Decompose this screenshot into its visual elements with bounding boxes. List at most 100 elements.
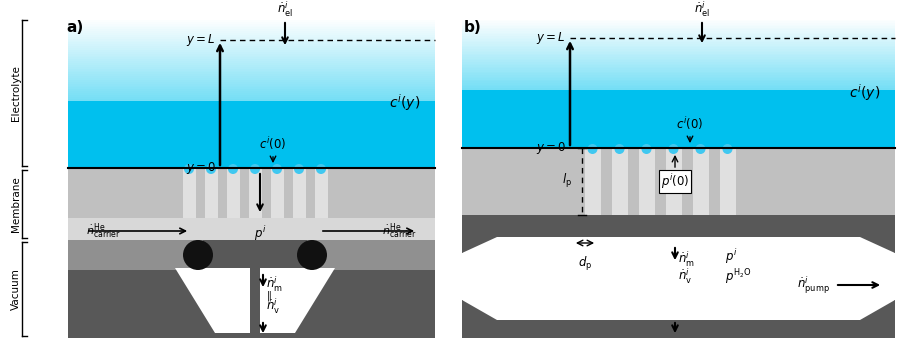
Bar <box>462 145 895 147</box>
Bar <box>462 130 895 132</box>
Bar <box>271 168 283 218</box>
Polygon shape <box>175 268 250 333</box>
Bar <box>68 166 435 169</box>
Bar <box>68 138 435 140</box>
Bar <box>462 112 895 115</box>
Bar <box>584 148 601 215</box>
Bar <box>68 91 435 93</box>
Bar <box>462 60 895 62</box>
Bar <box>68 29 435 31</box>
Text: Electrolyte: Electrolyte <box>11 65 21 121</box>
Bar <box>68 80 435 82</box>
Bar <box>462 96 895 98</box>
Bar <box>462 148 537 215</box>
Bar <box>68 31 435 34</box>
Bar <box>68 151 435 154</box>
Bar <box>462 148 895 215</box>
Bar <box>68 119 435 122</box>
Bar <box>68 27 435 30</box>
Bar <box>68 106 435 109</box>
Bar <box>462 62 895 64</box>
Bar <box>462 127 895 129</box>
Text: Vacuum: Vacuum <box>11 268 21 310</box>
Bar <box>462 42 895 45</box>
Bar <box>68 52 435 54</box>
Bar <box>462 132 895 134</box>
Bar <box>68 33 435 35</box>
Bar <box>68 164 435 167</box>
Bar <box>68 50 435 52</box>
Text: $\dot{n}_{\rm m}^i$: $\dot{n}_{\rm m}^i$ <box>266 275 283 294</box>
Text: $y=0$: $y=0$ <box>536 140 566 156</box>
Bar <box>720 148 735 215</box>
Bar <box>68 117 435 120</box>
Bar <box>462 72 895 74</box>
Bar <box>462 83 895 85</box>
Circle shape <box>723 144 732 154</box>
Bar <box>462 90 895 92</box>
Bar <box>462 65 895 67</box>
Bar <box>68 218 435 240</box>
Bar <box>68 136 435 138</box>
Text: $\dot{n}_{\rm m}^i$: $\dot{n}_{\rm m}^i$ <box>678 250 695 270</box>
Bar <box>68 93 435 95</box>
Bar <box>517 237 840 320</box>
Bar <box>68 133 435 135</box>
Circle shape <box>695 144 705 154</box>
Bar <box>68 158 435 161</box>
Bar <box>462 138 895 140</box>
Bar <box>68 125 435 127</box>
Bar <box>462 31 895 33</box>
Bar <box>462 47 895 49</box>
Bar <box>68 97 435 99</box>
Circle shape <box>294 164 304 174</box>
Bar <box>462 64 895 66</box>
Circle shape <box>316 164 326 174</box>
Circle shape <box>250 164 260 174</box>
Bar <box>68 54 435 56</box>
Bar <box>462 124 895 126</box>
Bar <box>462 26 895 28</box>
Text: $c^i(y)$: $c^i(y)$ <box>389 92 420 113</box>
Circle shape <box>228 164 238 174</box>
Text: $\dot{n}_{\rm el}^i$: $\dot{n}_{\rm el}^i$ <box>694 0 710 19</box>
Bar <box>68 85 435 88</box>
Bar <box>68 18 435 20</box>
Polygon shape <box>462 237 517 320</box>
Bar <box>68 112 435 114</box>
Bar <box>68 72 435 75</box>
Text: $c^i(y)$: $c^i(y)$ <box>849 83 880 103</box>
Bar <box>693 148 708 215</box>
Bar <box>68 130 435 133</box>
Bar <box>68 155 435 157</box>
Bar <box>462 128 895 131</box>
Text: $d_{\rm p}$: $d_{\rm p}$ <box>578 255 592 273</box>
Bar <box>462 20 895 22</box>
Bar <box>68 102 435 105</box>
Bar <box>182 168 196 218</box>
Bar <box>462 93 895 95</box>
Bar <box>462 133 895 136</box>
Bar <box>462 91 895 93</box>
Bar <box>68 42 435 45</box>
Bar <box>68 121 435 124</box>
Bar <box>68 95 435 97</box>
Bar <box>68 144 435 146</box>
Circle shape <box>272 164 282 174</box>
Bar <box>68 100 435 103</box>
Polygon shape <box>860 215 895 253</box>
Bar <box>612 148 628 215</box>
Bar <box>462 76 895 79</box>
Bar <box>205 168 217 218</box>
Text: $p^i(0)$: $p^i(0)$ <box>661 172 689 191</box>
Bar <box>68 84 435 86</box>
Polygon shape <box>840 237 895 320</box>
Bar <box>68 76 435 79</box>
Text: $y=L$: $y=L$ <box>537 30 566 46</box>
Bar <box>462 122 895 124</box>
Bar <box>462 107 895 109</box>
Bar <box>68 82 435 84</box>
Bar <box>462 81 895 83</box>
Bar <box>462 54 895 56</box>
Bar <box>462 215 895 338</box>
